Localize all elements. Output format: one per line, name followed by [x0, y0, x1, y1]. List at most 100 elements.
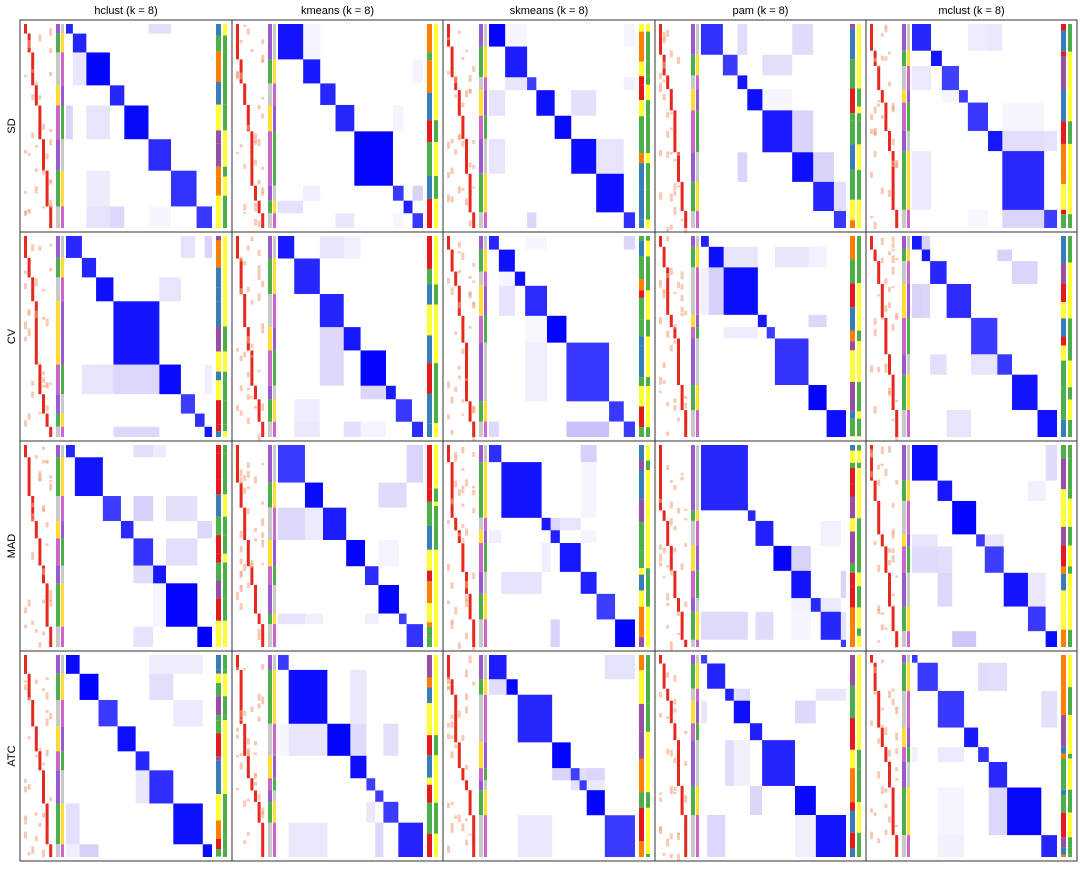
heatmap-block: [976, 534, 985, 546]
heatmap-cell: [136, 770, 150, 803]
right-strip: [850, 586, 855, 607]
right-strip: [639, 279, 644, 290]
left-speck: [461, 348, 464, 354]
left-speck: [659, 83, 662, 87]
heatmap-block: [555, 116, 572, 139]
left-speck: [465, 479, 468, 486]
left-bar: [454, 695, 457, 743]
right-strip: [857, 849, 861, 857]
right-strip: [850, 331, 855, 342]
left-speck: [24, 150, 27, 153]
left-speck: [31, 381, 34, 386]
left-bar: [673, 327, 676, 338]
left-speck: [461, 188, 464, 191]
heatmap-cell: [791, 598, 811, 612]
left-bar: [447, 24, 450, 47]
left-speck: [874, 151, 877, 157]
left-bar: [681, 182, 684, 211]
right-strip: [646, 76, 650, 85]
left-speck: [673, 485, 676, 490]
left-speck: [469, 276, 472, 279]
heatmap-cell: [320, 350, 344, 385]
left-speck: [877, 100, 880, 102]
left-bar: [38, 365, 41, 395]
annotation-strip: [907, 534, 910, 546]
annotation-strip: [691, 664, 695, 689]
heatmap-block: [813, 182, 834, 211]
left-speck: [884, 56, 887, 61]
right-strip: [639, 256, 644, 279]
heatmap-block: [507, 679, 518, 694]
left-speck: [49, 600, 52, 606]
right-strip: [639, 550, 644, 568]
right-strip: [857, 24, 861, 29]
left-bar: [447, 236, 450, 250]
left-speck: [666, 625, 669, 629]
heatmap-cell: [66, 105, 73, 139]
heatmap-cell: [701, 612, 748, 640]
right-strip: [1068, 144, 1072, 162]
heatmap-cell: [378, 483, 398, 508]
left-speck: [677, 833, 680, 840]
heatmap-block: [407, 624, 423, 647]
right-strip: [216, 554, 221, 563]
left-speck: [24, 283, 27, 289]
left-speck: [884, 278, 887, 284]
heatmap-block: [734, 701, 750, 724]
left-speck: [659, 391, 662, 393]
right-strip: [646, 24, 650, 32]
left-bar: [677, 740, 680, 786]
right-strip: [639, 407, 644, 428]
left-bar: [670, 315, 673, 327]
left-bar: [666, 689, 669, 701]
annotation-strip: [907, 788, 910, 836]
left-speck: [261, 281, 264, 288]
left-speck: [666, 749, 669, 755]
annotation-strip: [902, 788, 906, 836]
heatmap-block: [978, 747, 989, 762]
heatmap-block: [75, 457, 103, 496]
left-speck: [243, 711, 246, 716]
right-strip: [850, 483, 855, 496]
right-strip: [850, 573, 855, 586]
left-bar: [49, 427, 52, 437]
panel: [232, 232, 443, 441]
annotation-strip: [61, 844, 64, 857]
annotation-strip: [56, 105, 60, 139]
annotation-strip: [691, 267, 695, 314]
right-strip: [857, 768, 861, 802]
right-strip: [427, 834, 432, 857]
annotation-strip: [61, 457, 64, 496]
annotation-strip: [691, 723, 695, 740]
right-strip: [857, 200, 861, 220]
heatmap-cell: [320, 236, 344, 259]
right-strip: [857, 350, 861, 381]
left-speck: [472, 486, 475, 489]
left-bar: [250, 566, 253, 585]
annotation-strip: [479, 679, 483, 694]
left-speck: [240, 73, 243, 80]
right-strip: [434, 627, 438, 639]
heatmap-block: [505, 47, 527, 78]
heatmap-block: [834, 211, 846, 228]
left-speck: [261, 403, 264, 410]
heatmap-block: [841, 640, 846, 647]
right-strip: [1068, 337, 1072, 346]
column-title: skmeans (k = 8): [510, 5, 589, 17]
heatmap-block: [527, 77, 536, 90]
right-strip: [850, 451, 855, 463]
annotation-strip: [61, 700, 64, 726]
annotation-strip: [56, 85, 60, 105]
panel: [655, 20, 866, 233]
right-strip: [857, 532, 861, 564]
annotation-strip: [56, 751, 60, 770]
heatmap-cell: [581, 530, 597, 543]
right-strip: [639, 145, 644, 153]
annotation-strip: [479, 422, 483, 437]
left-speck: [659, 86, 662, 92]
left-speck: [895, 825, 898, 827]
annotation-strip: [691, 89, 695, 110]
left-speck: [465, 765, 468, 770]
heatmap-block: [922, 250, 930, 262]
left-bar: [884, 103, 887, 131]
